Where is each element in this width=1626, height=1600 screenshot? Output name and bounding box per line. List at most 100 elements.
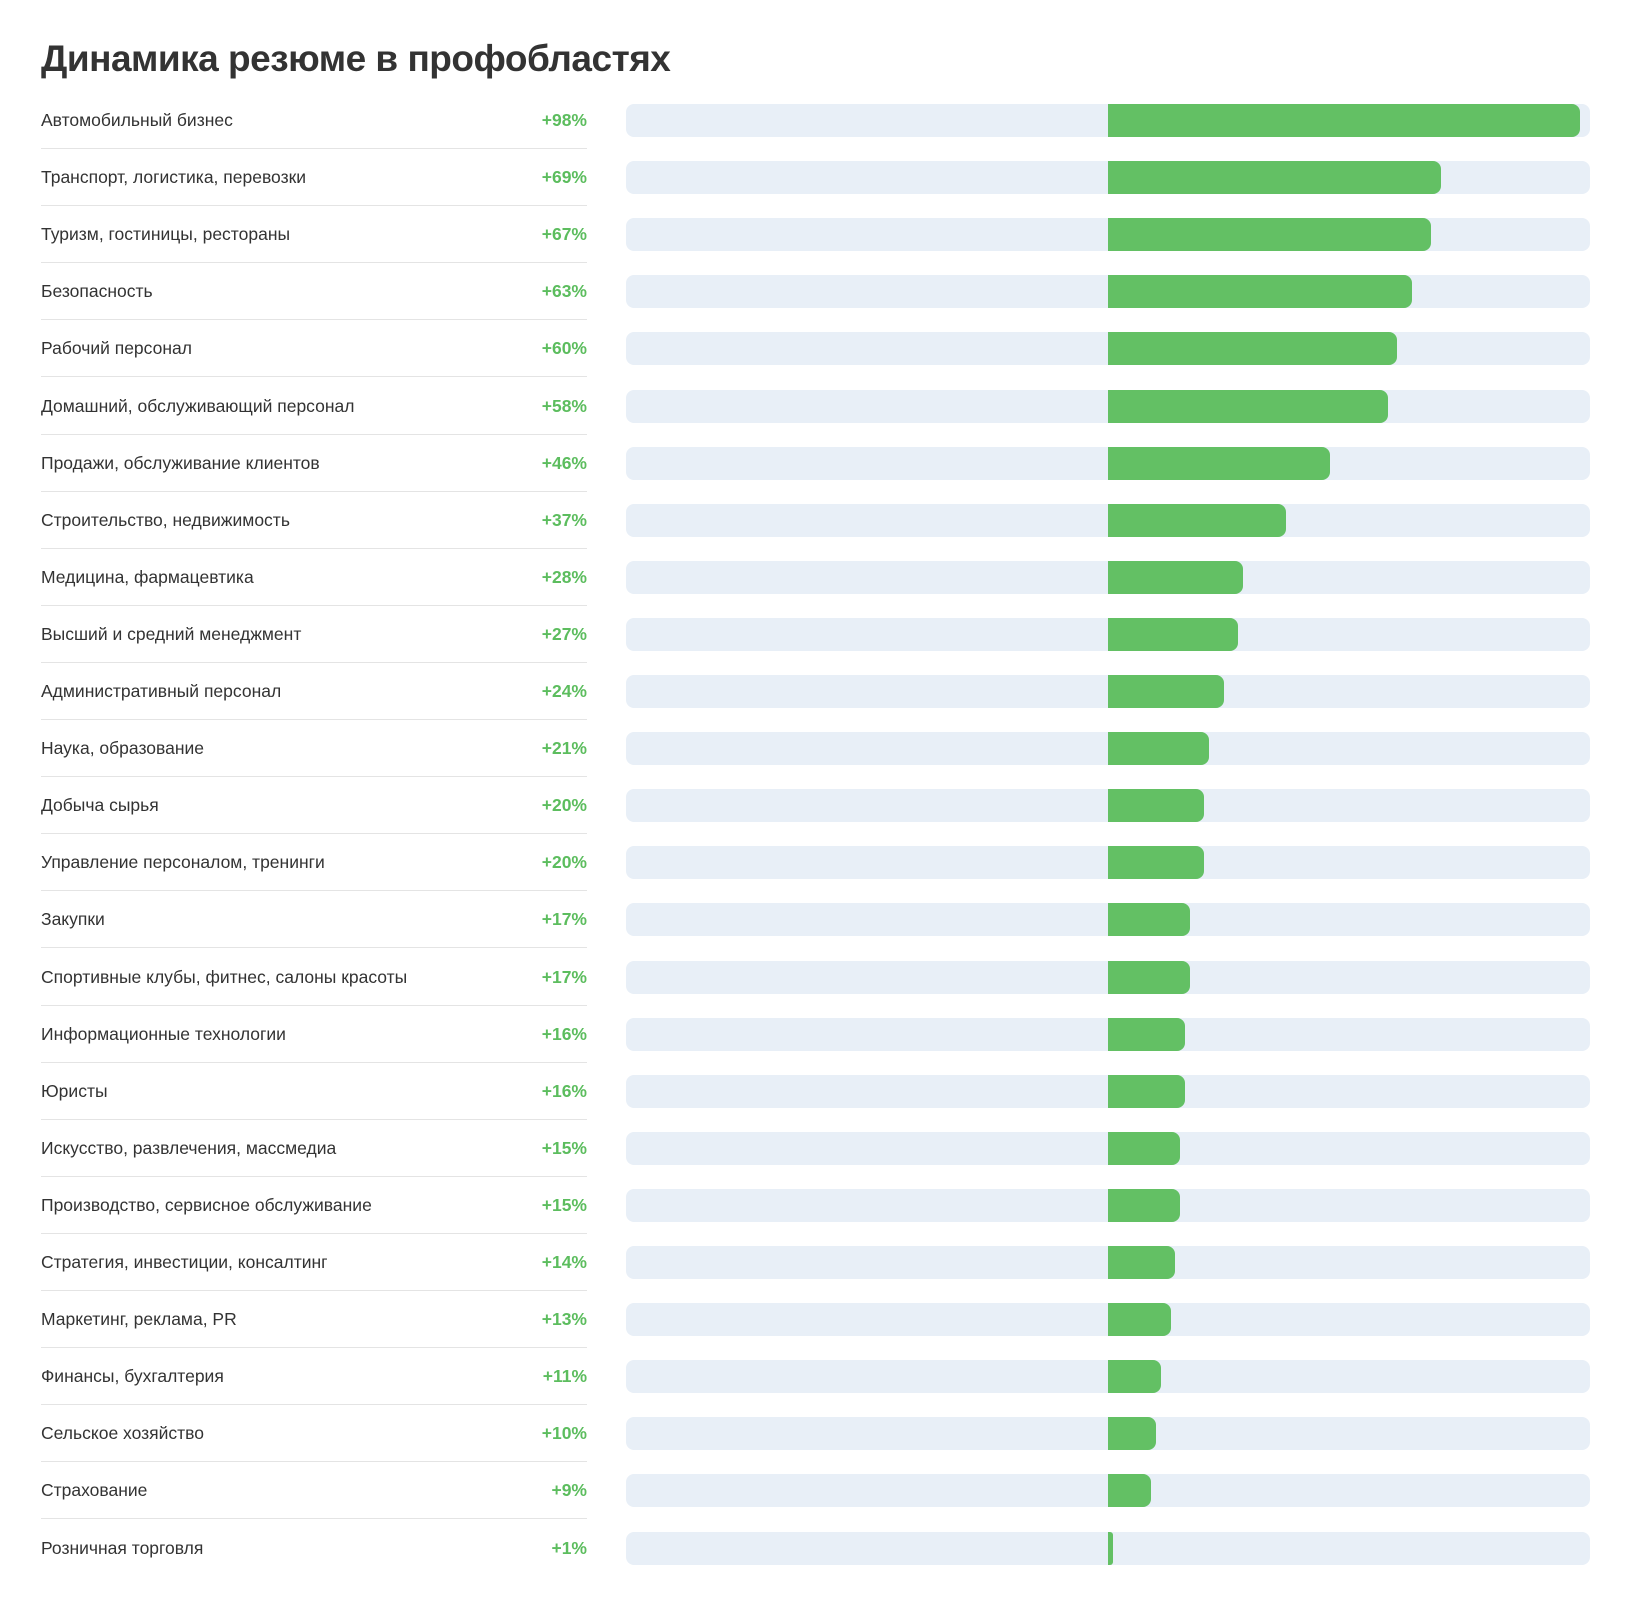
bar xyxy=(1108,1303,1171,1337)
row-divider xyxy=(41,661,587,663)
value-label: +17% xyxy=(541,966,587,987)
row-divider xyxy=(41,776,587,778)
chart-row: Закупки +17% xyxy=(0,891,1626,949)
bar xyxy=(1108,1360,1162,1394)
bar xyxy=(1108,218,1431,252)
value-label: +15% xyxy=(541,1194,587,1215)
row-divider xyxy=(41,1347,587,1349)
row-divider xyxy=(41,262,587,264)
bar xyxy=(1108,675,1224,708)
value-label: +14% xyxy=(541,1252,587,1272)
bar xyxy=(1108,1474,1152,1508)
row-divider xyxy=(41,1118,587,1120)
bar xyxy=(1108,846,1205,880)
row-divider xyxy=(41,433,587,435)
row-divider xyxy=(41,1461,587,1463)
category-label: Домашний, обслуживающий персонал xyxy=(41,395,355,416)
chart-row: Туризм, гостиницы, рестораны +67% xyxy=(0,206,1626,264)
chart-row: Безопасность +63% xyxy=(0,263,1626,321)
row-divider xyxy=(41,1404,587,1406)
bar xyxy=(1108,1131,1181,1165)
category-label: Производство, сервисное обслуживание xyxy=(41,1194,372,1215)
value-label: +9% xyxy=(551,1480,587,1501)
category-label: Продажи, обслуживание клиентов xyxy=(41,452,320,473)
category-label: Информационные технологии xyxy=(41,1023,286,1044)
category-label: Искусство, развлечения, массмедиа xyxy=(41,1137,337,1158)
row-divider xyxy=(41,1061,587,1063)
value-label: +69% xyxy=(541,167,587,188)
row-divider xyxy=(41,890,587,892)
chart-row: Медицина, фармацевтика +28% xyxy=(0,549,1626,606)
category-label: Страхование xyxy=(41,1480,148,1501)
row-divider xyxy=(41,376,587,378)
value-label: +11% xyxy=(542,1366,587,1387)
bar xyxy=(1108,446,1330,480)
chart-title: Динамика резюме в профобластях xyxy=(41,38,671,79)
bar xyxy=(1108,332,1398,366)
category-label: Финансы, бухгалтерия xyxy=(41,1366,224,1387)
chart-row: Добыча сырья +20% xyxy=(0,777,1626,835)
chart-row: Сельское хозяйство +10% xyxy=(0,1405,1626,1463)
bar xyxy=(1108,617,1239,651)
row-divider xyxy=(41,1518,587,1520)
category-label: Добыча сырья xyxy=(41,795,159,816)
chart-row: Искусство, развлечения, массмедиа +15% xyxy=(0,1120,1626,1177)
bar xyxy=(1108,389,1388,423)
chart-row: Строительство, недвижимость +37% xyxy=(0,492,1626,549)
value-label: +37% xyxy=(541,509,587,530)
row-divider xyxy=(41,947,587,949)
chart-row: Юристы +16% xyxy=(0,1063,1626,1120)
chart-row: Домашний, обслуживающий персонал +58% xyxy=(0,378,1626,435)
category-label: Стратегия, инвестиции, консалтинг xyxy=(41,1252,328,1272)
value-label: +13% xyxy=(541,1309,587,1330)
bar xyxy=(1108,161,1441,195)
bar xyxy=(1108,560,1243,594)
value-label: +1% xyxy=(551,1537,587,1558)
value-label: +16% xyxy=(541,1080,587,1101)
category-label: Рабочий персонал xyxy=(41,338,192,359)
value-label: +58% xyxy=(541,395,587,416)
bar xyxy=(1108,960,1190,994)
row-divider xyxy=(41,1004,587,1006)
category-label: Автомобильный бизнес xyxy=(41,110,233,130)
category-label: Безопасность xyxy=(41,281,153,302)
bar xyxy=(1108,503,1287,537)
bar xyxy=(1108,903,1190,937)
chart-row: Автомобильный бизнес +98% xyxy=(0,92,1626,149)
row-divider xyxy=(41,490,587,492)
chart-row: Маркетинг, реклама, PR +13% xyxy=(0,1291,1626,1349)
chart-row: Страхование +9% xyxy=(0,1462,1626,1520)
bar xyxy=(1108,104,1581,137)
value-label: +16% xyxy=(541,1023,587,1044)
category-label: Транспорт, логистика, перевозки xyxy=(41,167,307,188)
category-label: Туризм, гостиницы, рестораны xyxy=(41,224,291,245)
category-label: Наука, образование xyxy=(41,738,205,759)
bar xyxy=(1108,1417,1157,1451)
value-label: +63% xyxy=(541,281,587,302)
category-label: Управление персоналом, тренинги xyxy=(41,852,325,873)
chart-row: Производство, сервисное обслуживание +15% xyxy=(0,1177,1626,1234)
category-label: Сельское хозяйство xyxy=(41,1423,205,1444)
chart-row: Продажи, обслуживание клиентов +46% xyxy=(0,435,1626,492)
chart-row: Высший и средний менеджмент +27% xyxy=(0,606,1626,663)
bar xyxy=(1108,789,1205,823)
value-label: +28% xyxy=(541,566,587,587)
chart-row: Финансы, бухгалтерия +11% xyxy=(0,1348,1626,1406)
category-label: Строительство, недвижимость xyxy=(41,509,290,530)
chart-row: Розничная торговля +1% xyxy=(0,1520,1626,1577)
value-label: +98% xyxy=(541,110,587,130)
chart-row: Информационные технологии +16% xyxy=(0,1006,1626,1063)
bar xyxy=(1108,1531,1113,1565)
bar xyxy=(1108,1074,1186,1108)
value-label: +15% xyxy=(541,1137,587,1158)
category-label: Административный персонал xyxy=(41,681,282,701)
category-label: Спортивные клубы, фитнес, салоны красоты xyxy=(41,966,408,987)
value-label: +24% xyxy=(541,681,587,701)
bar xyxy=(1108,1188,1181,1222)
bar xyxy=(1108,732,1210,766)
chart-row: Стратегия, инвестиции, консалтинг +14% xyxy=(0,1234,1626,1291)
value-label: +10% xyxy=(541,1423,587,1444)
chart-row: Рабочий персонал +60% xyxy=(0,320,1626,378)
row-divider xyxy=(41,719,587,720)
